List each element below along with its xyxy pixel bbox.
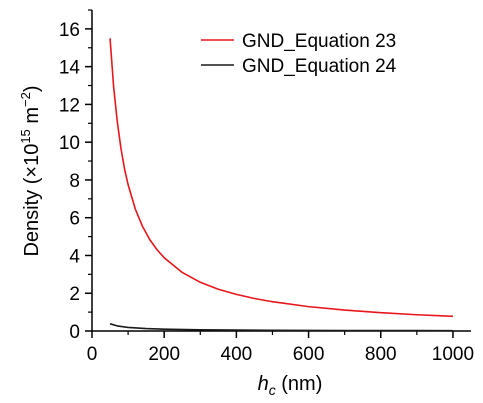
x-tick-label: 1000: [432, 344, 474, 365]
x-tick-label: 200: [148, 344, 180, 365]
y-ticks: 0 2 4 6 8 10 12 14 16: [59, 9, 92, 343]
y-tick-label: 0: [69, 322, 80, 343]
y-axis-label-sup2: −2: [18, 92, 33, 107]
x-ticks: 0 200 400 600 800 1000: [87, 331, 474, 365]
y-tick-label: 4: [69, 246, 80, 267]
x-axis-label-sub: c: [269, 382, 276, 398]
y-tick-label: 2: [69, 284, 80, 305]
legend: GND_Equation 23 GND_Equation 24: [201, 31, 397, 77]
y-tick-label: 14: [59, 58, 81, 79]
y-tick-label: 8: [69, 171, 80, 192]
series-line-2: [109, 323, 453, 332]
x-axis-label-var: h: [258, 373, 269, 395]
x-tick-label: 600: [293, 344, 325, 365]
series-line-1: [109, 38, 453, 318]
y-axis-label-main: Density (×10: [21, 144, 43, 257]
y-axis-label-end: ): [21, 85, 43, 92]
legend-label-2: GND_Equation 24: [242, 56, 397, 77]
y-tick-label: 10: [59, 133, 80, 154]
x-tick-label: 0: [87, 344, 98, 365]
y-tick-label: 12: [59, 95, 80, 116]
x-tick-label: 800: [365, 344, 397, 365]
x-tick-label: 400: [221, 344, 253, 365]
y-axis-label: Density (×1015 m−2): [18, 85, 43, 256]
y-tick-label: 6: [69, 209, 80, 230]
legend-label-1: GND_Equation 23: [242, 31, 396, 52]
x-axis-label: hc (nm): [258, 373, 323, 398]
x-axis-label-unit: (nm): [276, 373, 323, 395]
y-axis-label-mid: m: [21, 107, 43, 129]
y-axis-label-sup1: 15: [18, 129, 33, 143]
y-tick-label: 16: [59, 20, 80, 41]
series-layer: [109, 38, 453, 332]
